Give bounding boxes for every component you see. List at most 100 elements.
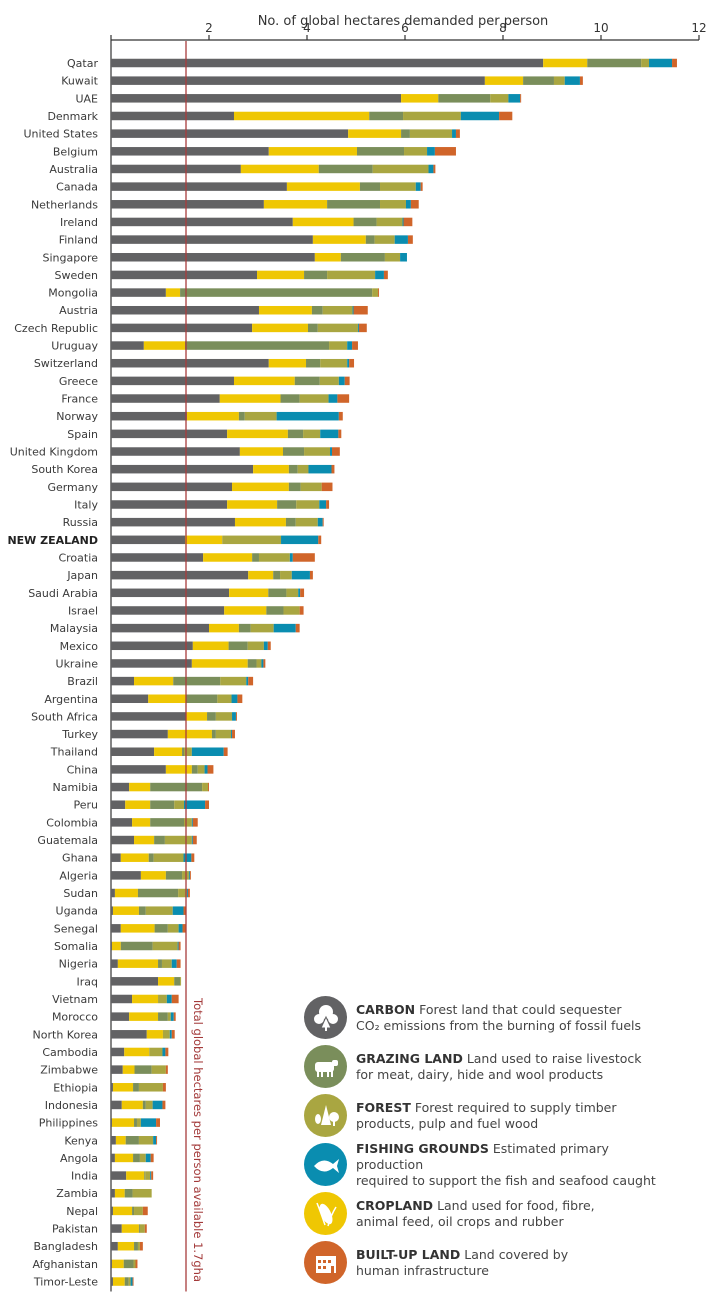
bar-segment-cropland (224, 606, 267, 615)
bar-segment-carbon (111, 800, 126, 809)
country-label: Timor-Leste (33, 1276, 98, 1289)
country-label: Cambodia (42, 1046, 98, 1059)
bar-segment-cropland (401, 94, 439, 103)
bar-segment-forest (222, 535, 282, 545)
bar-row (111, 376, 350, 386)
bar-segment-fishing-grounds (153, 1136, 157, 1145)
bar-segment-forest (247, 641, 264, 651)
bar-segment-forest (376, 217, 403, 227)
bar-segment-built-up-land (331, 464, 335, 474)
bar-segment-grazing-land (182, 747, 185, 756)
bar-segment-carbon (111, 694, 149, 704)
bar-segment-fishing-grounds (298, 588, 301, 598)
bar-segment-carbon (111, 570, 249, 580)
bar-segment-grazing-land (288, 464, 298, 474)
bar-segment-cropland (348, 129, 402, 138)
bar-segment-fishing-grounds (166, 994, 172, 1004)
bar-segment-forest (319, 376, 339, 386)
bar-segment-fishing-grounds (183, 853, 192, 862)
bar-segment-fishing-grounds (152, 1100, 163, 1110)
bar-segment-carbon (111, 888, 115, 898)
legend-desc: human infrastructure (356, 1262, 489, 1278)
bar-segment-grazing-land (340, 253, 385, 262)
legend-item-builtup: BUILT-UP LAND Land covered by human infra… (304, 1238, 704, 1287)
bar-row (111, 676, 254, 686)
country-label: Ghana (62, 852, 98, 865)
country-label: Spain (67, 428, 98, 441)
bar-segment-carbon (111, 1047, 125, 1057)
bar-segment-cropland (125, 800, 151, 809)
bar-row (111, 1030, 175, 1039)
bar-segment-grazing-land (273, 570, 281, 580)
bar-segment-cropland (126, 1171, 145, 1180)
bar-segment-fishing-grounds (330, 447, 332, 456)
bar-segment-grazing-land (266, 606, 284, 615)
country-label: Nigeria (59, 958, 98, 971)
bar-segment-forest (250, 623, 274, 633)
bar-segment-grazing-land (282, 447, 305, 456)
country-label: Nepal (66, 1205, 98, 1218)
bar-segment-fishing-grounds (177, 941, 179, 951)
country-label: Belgium (53, 145, 98, 158)
bar-segment-carbon (111, 217, 293, 227)
bar-segment-forest (145, 1100, 153, 1110)
bar-segment-fishing-grounds (246, 676, 249, 686)
bar-segment-forest (320, 358, 348, 368)
bar-segment-cropland (114, 888, 138, 898)
country-label: Switzerland (34, 357, 98, 370)
bar-segment-fishing-grounds (261, 659, 264, 668)
bar-segment-carbon (111, 712, 186, 721)
bar-row (111, 235, 413, 244)
country-label: Singapore (43, 251, 99, 264)
bar-segment-grazing-land (285, 517, 296, 527)
bar-segment-fishing-grounds (428, 164, 434, 174)
bar-segment-forest (174, 800, 185, 809)
legend-item-cropland: CROPLAND Land used for food, fibre, anima… (304, 1189, 704, 1238)
bar-segment-cropland (232, 482, 289, 492)
bar-segment-fishing-grounds (317, 517, 323, 527)
bar-segment-carbon (111, 394, 220, 403)
bar-segment-carbon (111, 606, 225, 615)
bar-segment-built-up-land (403, 217, 413, 227)
bar-segment-carbon (111, 358, 269, 368)
bar-segment-grazing-land (158, 959, 162, 968)
country-label: United States (24, 128, 99, 141)
bar-segment-forest (384, 253, 401, 262)
bar-segment-grazing-land (132, 1206, 135, 1216)
bar-segment-forest (372, 288, 379, 297)
bar-segment-cropland (234, 517, 286, 527)
legend-desc: Forest required to supply timber (414, 1099, 617, 1115)
bar-segment-cropland (314, 253, 341, 262)
bar-segment-built-up-land (248, 676, 254, 686)
bar-segment-grazing-land (307, 323, 318, 333)
bar-segment-cropland (252, 323, 308, 333)
cow-icon (304, 1045, 347, 1088)
bar-segment-built-up-land (173, 1012, 176, 1021)
bar-segment-fishing-grounds (232, 712, 236, 721)
country-label: Namibia (52, 781, 98, 794)
bar-segment-grazing-land (154, 835, 165, 845)
bar-segment-built-up-land (520, 94, 522, 103)
country-label: Czech Republic (14, 322, 98, 335)
bar-segment-fishing-grounds (140, 1118, 157, 1127)
bar-segment-cropland (229, 588, 269, 598)
bar-segment-cropland (146, 1030, 163, 1039)
bar-segment-fishing-grounds (273, 623, 296, 633)
bar-segment-cropland (117, 959, 159, 968)
bar-segment-carbon (111, 924, 121, 933)
bar-segment-forest (490, 94, 509, 103)
bar-row (111, 358, 355, 368)
bar-segment-cropland (219, 394, 281, 403)
bar-row (111, 977, 182, 986)
bar-segment-carbon (111, 429, 228, 439)
country-label: Somalia (54, 940, 98, 953)
legend-item-carbon: CARBON Forest land that could sequester C… (304, 993, 704, 1042)
bar-row (111, 1206, 148, 1216)
country-label: Ukraine (56, 657, 99, 670)
bar-segment-carbon (111, 1171, 127, 1180)
bar-segment-grazing-land (207, 712, 216, 721)
bar-row (111, 765, 214, 774)
bar-segment-forest (296, 500, 320, 509)
bar-segment-forest (380, 182, 416, 191)
